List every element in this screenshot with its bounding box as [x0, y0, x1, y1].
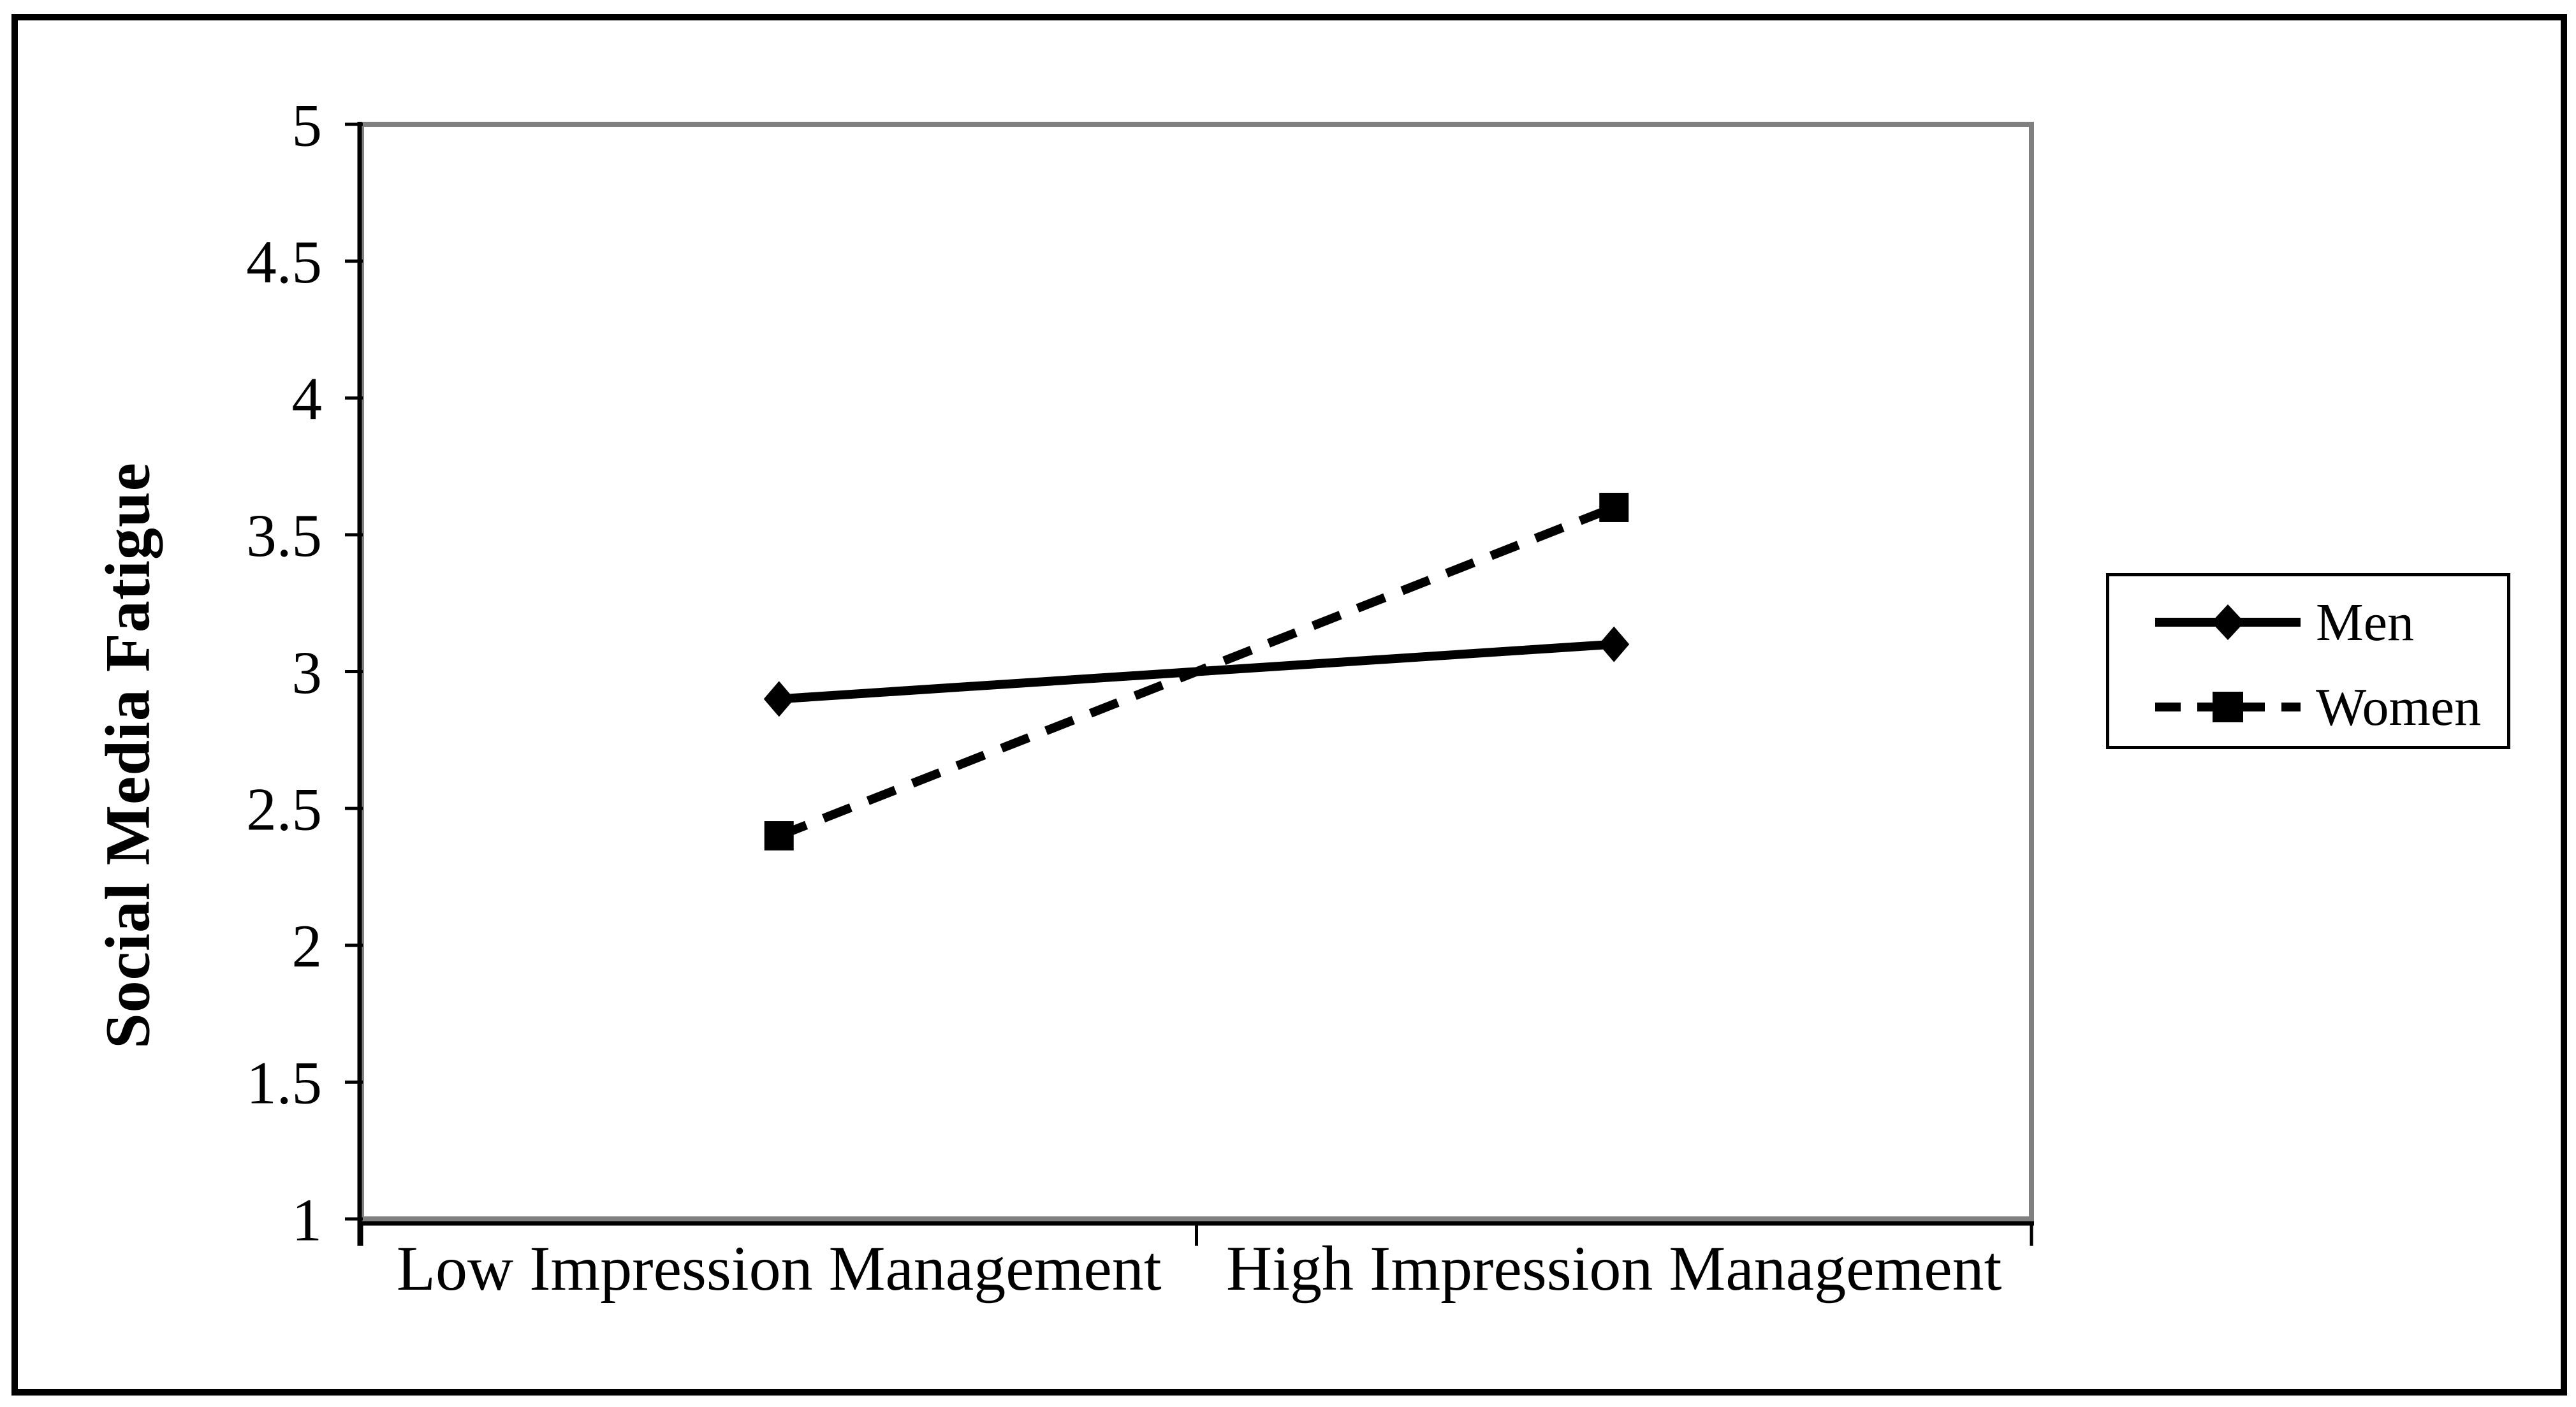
legend-label: Women — [2316, 677, 2482, 737]
legend-label: Men — [2316, 592, 2414, 652]
plot-area — [359, 122, 2034, 1221]
y-tick-label: 4 — [292, 365, 323, 433]
legend-sample-diamond-icon — [2155, 604, 2301, 640]
y-tick-label: 4.5 — [246, 228, 322, 296]
legend-marker-square-icon — [2213, 692, 2243, 722]
y-tick-label: 2.5 — [246, 775, 322, 843]
legend-item-men: Men — [2109, 592, 2507, 652]
marker-women-low — [764, 821, 794, 851]
x-category-label: Low Impression Management — [397, 1233, 1162, 1304]
y-tick-label: 1.5 — [246, 1049, 322, 1117]
marker-men-high — [1599, 626, 1630, 662]
legend-sample-square-icon — [2155, 692, 2301, 722]
legend-item-women: Women — [2109, 677, 2507, 737]
y-tick-label: 2 — [292, 912, 323, 980]
series-line-women — [777, 503, 1616, 840]
legend-box: Men Women — [2106, 573, 2510, 749]
x-category-label: High Impression Management — [1226, 1233, 2002, 1304]
marker-men-low — [763, 681, 794, 717]
y-tick-label: 3.5 — [246, 502, 322, 569]
y-tick-label: 5 — [292, 91, 323, 159]
y-tick-label: 3 — [292, 639, 323, 706]
y-tick-label: 1 — [292, 1186, 323, 1253]
marker-women-high — [1599, 492, 1629, 522]
legend-marker-diamond-icon — [2211, 604, 2244, 640]
